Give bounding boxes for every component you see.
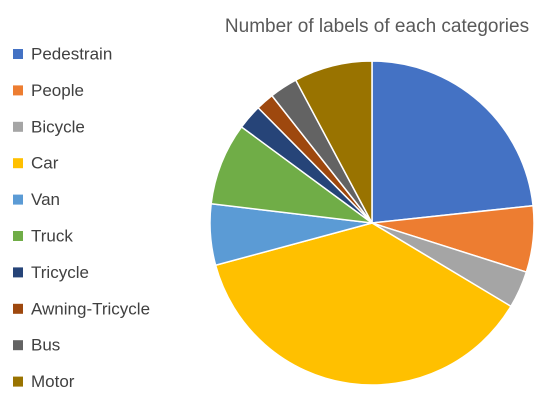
legend-label: Van xyxy=(31,190,60,209)
legend-label: Awning-Tricycle xyxy=(31,299,150,318)
legend-label: Tricycle xyxy=(31,263,89,282)
legend-swatch xyxy=(13,85,23,96)
legend-label: Truck xyxy=(31,226,73,245)
chart-title: Number of labels of each categories xyxy=(225,16,529,37)
legend-label: Bus xyxy=(31,336,60,355)
legend-swatch xyxy=(13,267,23,278)
legend-label: Pedestrain xyxy=(31,44,112,63)
legend-swatch xyxy=(13,303,23,314)
legend-swatch xyxy=(13,49,23,59)
legend-label: Car xyxy=(31,154,59,173)
legend-swatch xyxy=(13,158,23,169)
legend-swatch xyxy=(13,194,23,205)
legend-swatch xyxy=(13,340,23,351)
legend-label: People xyxy=(31,81,84,100)
legend-label: Bicycle xyxy=(31,117,85,136)
pie-slice xyxy=(294,60,373,224)
pie-slice xyxy=(214,222,512,386)
legend-swatch xyxy=(13,376,23,387)
legend-swatch xyxy=(13,121,23,132)
legend-label: Motor xyxy=(31,372,75,391)
legend-swatch xyxy=(13,231,23,241)
pie-slice xyxy=(371,60,534,224)
